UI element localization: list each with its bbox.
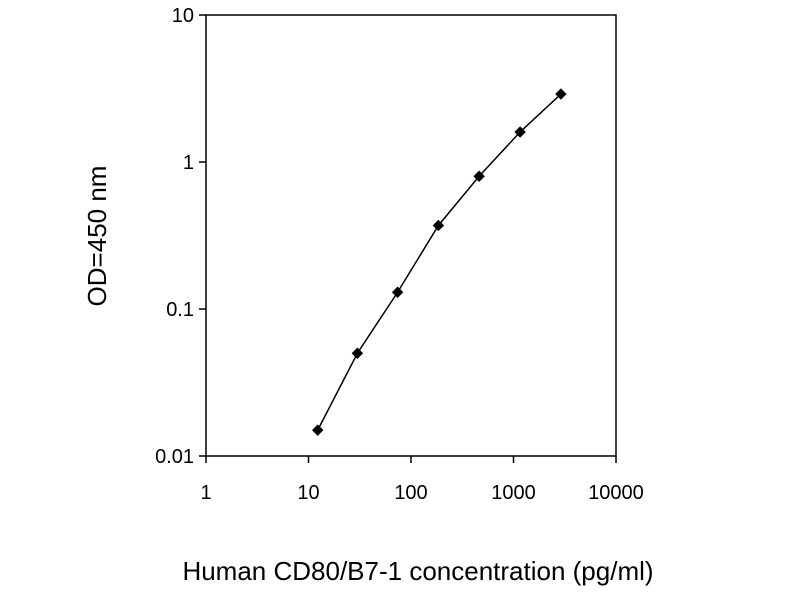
- x-tick-label: 10000: [588, 482, 644, 504]
- data-point: [393, 287, 403, 297]
- x-tick-label: 1000: [491, 482, 536, 504]
- y-axis-title: OD=450 nm: [82, 166, 112, 307]
- series-layer: [313, 89, 566, 435]
- y-tick-label: 0.01: [155, 446, 194, 468]
- data-point: [313, 425, 323, 435]
- plot-frame: [206, 15, 616, 456]
- x-axis: 1 10 100 1000 10000: [200, 456, 643, 504]
- x-tick-label: 10: [297, 482, 319, 504]
- x-tick-label: 1: [200, 482, 211, 504]
- y-tick-label: 0.1: [166, 299, 194, 321]
- y-axis: 0.01 0.1 1 10: [155, 5, 206, 468]
- y-tick-label: 1: [183, 152, 194, 174]
- x-axis-title: Human CD80/B7-1 concentration (pg/ml): [182, 556, 653, 586]
- x-tick-label: 100: [394, 482, 427, 504]
- series-line: [318, 94, 561, 430]
- data-point: [352, 348, 362, 358]
- y-tick-label: 10: [172, 5, 194, 27]
